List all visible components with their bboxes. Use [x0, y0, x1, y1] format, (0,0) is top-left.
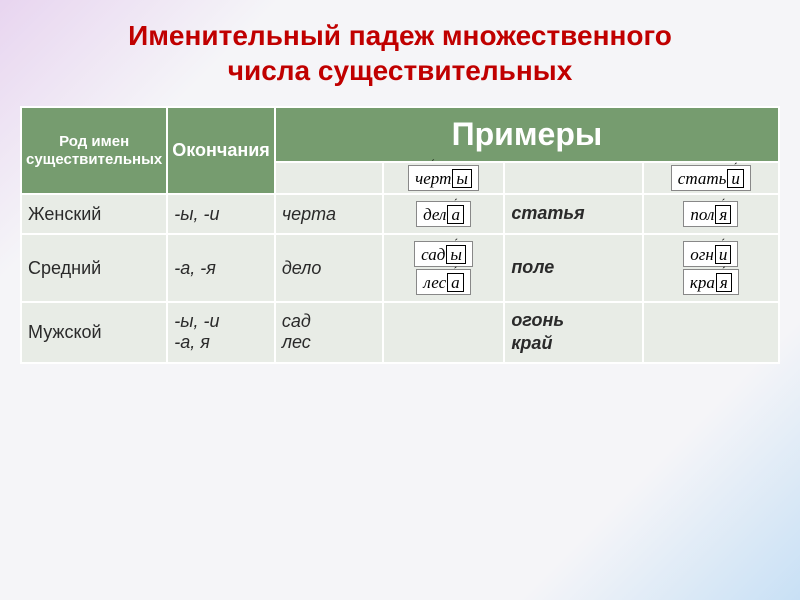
tile-stem: пол — [690, 205, 714, 224]
stress-mark: ´ — [721, 197, 725, 209]
tile-ending-box: ´ы — [446, 245, 466, 264]
hdr-tile-left: ´ черты — [383, 162, 505, 194]
word-cell: черта — [275, 194, 383, 234]
tile-ending-box: ´я — [715, 205, 731, 224]
table-row: Мужской -ы, -и -а, я сад лес огонь край — [21, 302, 779, 363]
endings-cell: -ы, -и — [167, 194, 275, 234]
morph-tile: кра´я — [683, 269, 739, 295]
endings-cell: -а, -я — [167, 234, 275, 302]
table-row: Средний -а, -я дело сад´ы лес´а поле огн… — [21, 234, 779, 302]
morph-cell: дел´а — [383, 194, 505, 234]
stress-mark: ´ — [453, 265, 457, 277]
tile-ending: ы — [456, 169, 468, 188]
stress-mark: ´ — [454, 197, 458, 209]
table-row: Женский -ы, -и черта дел´а статья пол´я — [21, 194, 779, 234]
morph-cell-2: пол´я — [643, 194, 779, 234]
morph-tile: стать´и — [671, 165, 751, 191]
tile-stem: черт — [415, 169, 451, 188]
morph-tile: дел´а — [416, 201, 471, 227]
tile-ending-box: ´и — [715, 245, 732, 264]
endings-cell: -ы, -и -а, я — [167, 302, 275, 363]
tile-stem: сад — [421, 245, 445, 264]
word-cell: дело — [275, 234, 383, 302]
stress-mark: ´ — [454, 237, 458, 249]
morph-tile: пол´я — [683, 201, 738, 227]
hdr-blank-2 — [504, 162, 642, 194]
grammar-table: Род имен существительных Окончания Приме… — [20, 106, 780, 364]
morph-tile: сад´ы — [414, 241, 473, 267]
header-row: Род имен существительных Окончания Приме… — [21, 107, 779, 162]
title-line-2: числа существительных — [30, 53, 770, 88]
tile-ending-box: ´а — [447, 273, 464, 292]
tile-ending-box: ´и — [727, 169, 744, 188]
col-header-gender: Род имен существительных — [21, 107, 167, 194]
stress-mark: ´ — [431, 159, 435, 170]
gender-cell: Женский — [21, 194, 167, 234]
tile-ending-box: ´я — [716, 273, 732, 292]
morph-cell: сад´ы лес´а — [383, 234, 505, 302]
gender-cell: Средний — [21, 234, 167, 302]
morph-cell-2 — [643, 302, 779, 363]
pair-cell: поле — [504, 234, 642, 302]
tile-stem: огн — [690, 245, 714, 264]
morph-cell — [383, 302, 505, 363]
tile-ending-box: ´а — [447, 205, 464, 224]
tile-ending-box: ы — [452, 169, 472, 188]
morph-tile: лес´а — [416, 269, 470, 295]
col-header-endings: Окончания — [167, 107, 275, 194]
tile-stem: лес — [423, 273, 446, 292]
hdr-blank-1 — [275, 162, 383, 194]
word-cell: сад лес — [275, 302, 383, 363]
title-line-1: Именительный падеж множественного — [30, 18, 770, 53]
col-header-examples: Примеры — [275, 107, 779, 162]
pair-cell: статья — [504, 194, 642, 234]
stress-mark: ´ — [722, 265, 726, 277]
tile-stem: кра — [690, 273, 715, 292]
gender-cell: Мужской — [21, 302, 167, 363]
stress-mark: ´ — [734, 161, 738, 173]
tile-stem: стать — [678, 169, 727, 188]
tile-stem: дел — [423, 205, 446, 224]
stress-mark: ´ — [721, 237, 725, 249]
morph-cell-2: огн´и кра´я — [643, 234, 779, 302]
hdr-tile-right: стать´и — [643, 162, 779, 194]
morph-tile: ´ черты — [408, 165, 479, 191]
page-title: Именительный падеж множественного числа … — [0, 0, 800, 98]
pair-cell: огонь край — [504, 302, 642, 363]
morph-tile: огн´и — [683, 241, 738, 267]
